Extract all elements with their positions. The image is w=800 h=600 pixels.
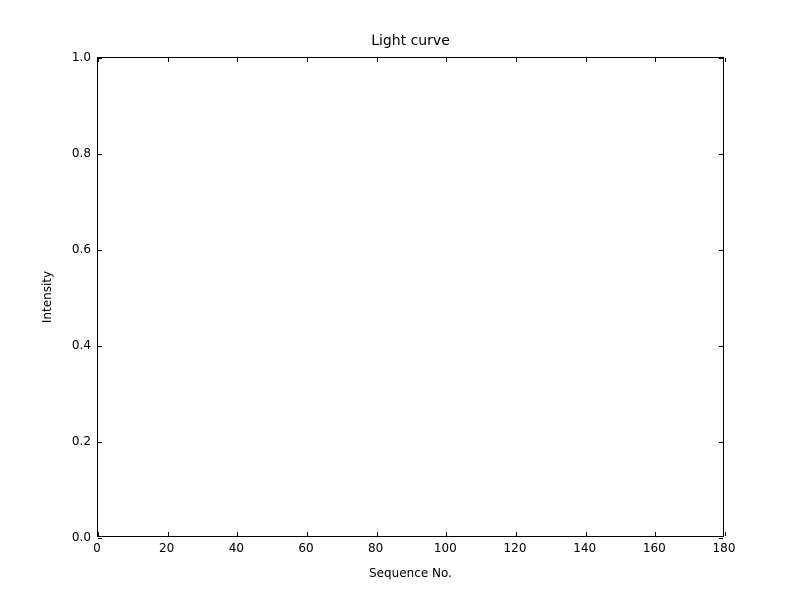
y-tick-mark xyxy=(98,250,102,251)
x-tick-mark-top xyxy=(655,58,657,62)
x-tick-mark-top xyxy=(98,58,99,62)
y-tick-mark-right xyxy=(719,442,723,443)
x-tick-mark xyxy=(98,532,99,536)
x-tick-label: 100 xyxy=(433,541,457,555)
y-tick-mark xyxy=(98,58,102,59)
x-tick-mark-top xyxy=(167,58,169,62)
x-tick-mark xyxy=(725,532,726,536)
x-tick-label: 140 xyxy=(573,541,597,555)
y-tick-mark xyxy=(98,154,102,155)
x-tick-mark xyxy=(307,532,308,536)
y-axis-label: Intensity xyxy=(40,270,54,324)
x-tick-mark xyxy=(167,532,169,536)
y-tick-mark xyxy=(98,538,102,539)
x-tick-label: 80 xyxy=(368,541,384,555)
x-tick-mark-top xyxy=(307,58,308,62)
x-tick-mark xyxy=(237,532,239,536)
x-tick-mark-top xyxy=(516,58,517,62)
y-tick-mark-right xyxy=(719,538,723,539)
x-tick-mark xyxy=(376,532,378,536)
x-tick-mark xyxy=(655,532,657,536)
plot-area xyxy=(98,58,723,536)
y-tick-mark-right xyxy=(719,154,723,155)
x-tick-mark-top xyxy=(725,58,726,62)
x-tick-mark xyxy=(585,532,587,536)
x-tick-mark-top xyxy=(585,58,587,62)
x-tick-label: 0 xyxy=(93,541,101,555)
x-tick-mark-top xyxy=(446,58,448,62)
x-tick-label: 160 xyxy=(642,541,666,555)
x-axis-label: Sequence No. xyxy=(369,566,452,580)
y-tick-mark xyxy=(98,346,102,347)
chart-title: Light curve xyxy=(371,33,450,49)
x-tick-label: 60 xyxy=(298,541,314,555)
y-tick-mark-right xyxy=(719,346,723,347)
x-tick-mark xyxy=(516,532,517,536)
x-tick-mark xyxy=(446,532,448,536)
x-tick-label: 20 xyxy=(159,541,175,555)
y-tick-mark-right xyxy=(719,250,723,251)
x-tick-mark-top xyxy=(237,58,239,62)
y-tick-mark xyxy=(98,442,102,443)
x-tick-label: 120 xyxy=(503,541,527,555)
y-tick-mark-right xyxy=(719,58,723,59)
x-tick-label: 40 xyxy=(228,541,244,555)
x-tick-mark-top xyxy=(376,58,378,62)
plot-axes xyxy=(97,57,726,539)
x-tick-label: 180 xyxy=(712,541,736,555)
